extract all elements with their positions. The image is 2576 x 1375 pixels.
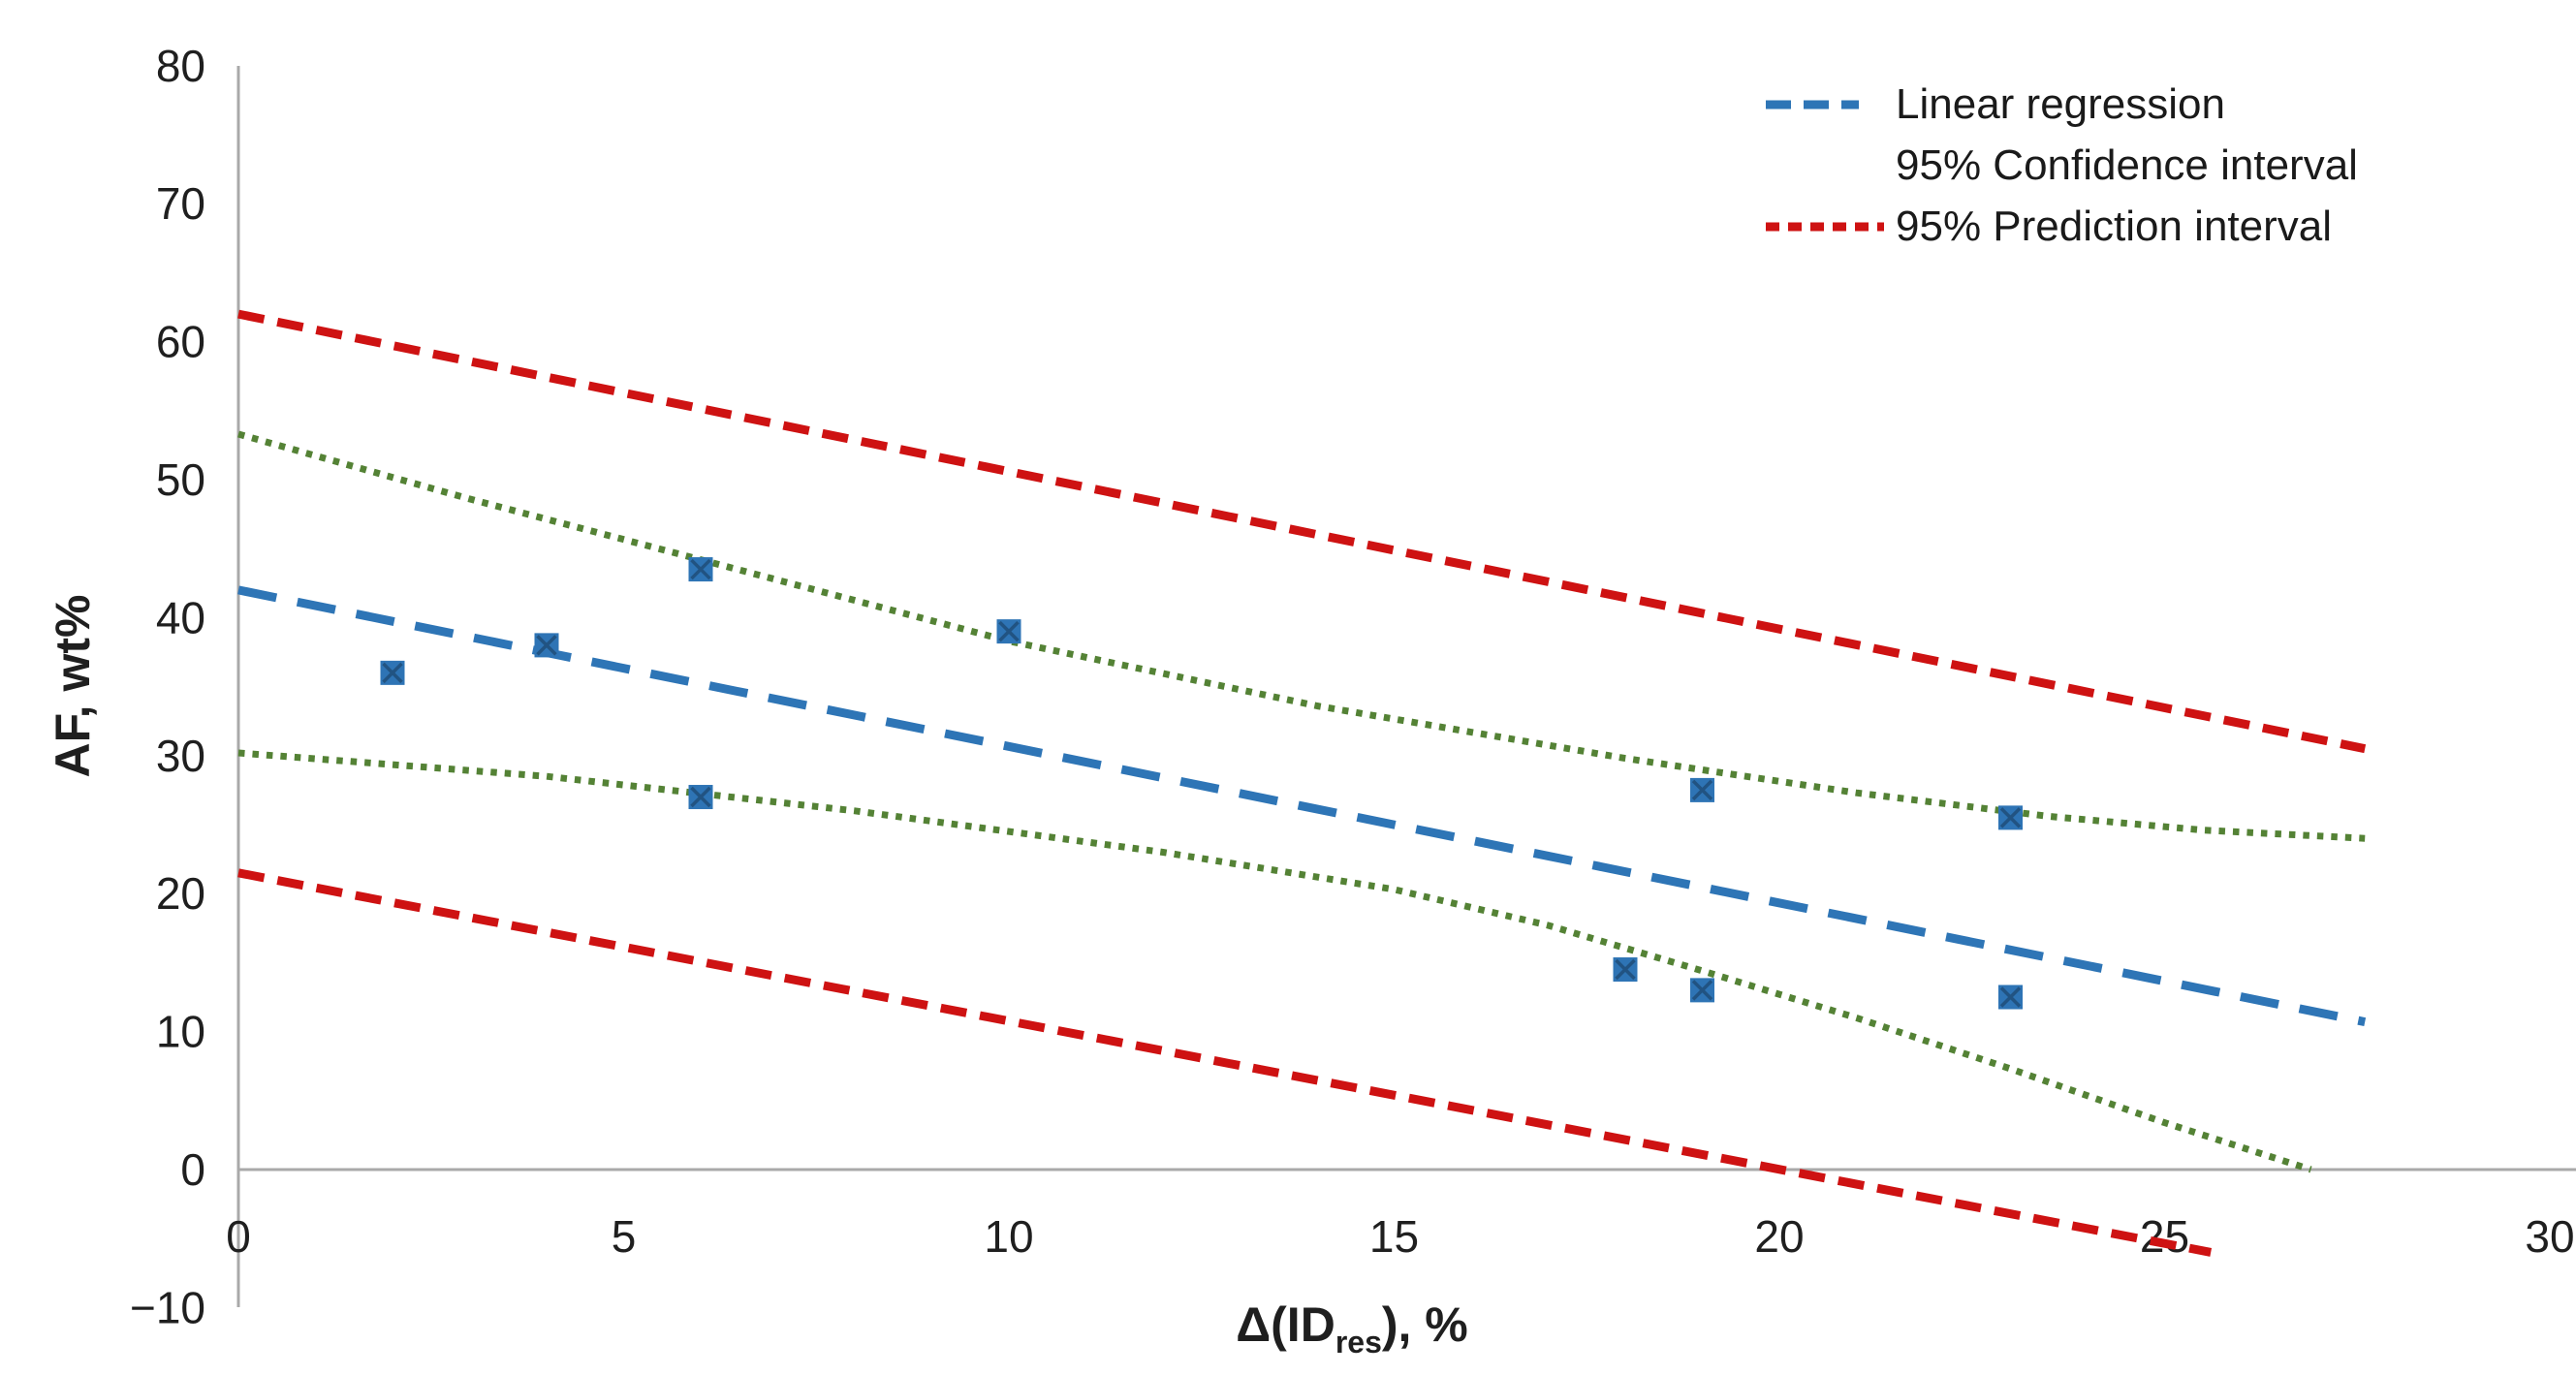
y-axis-tick-labels: 80 70 60 50 40 30 20 10 0 −10	[130, 41, 205, 1333]
y-tick-label: 10	[156, 1007, 205, 1057]
x-tick-label: 20	[1754, 1211, 1804, 1262]
data-point-cross-icon	[1999, 986, 2022, 1008]
y-tick-label: 70	[156, 178, 205, 229]
y-tick-label: −10	[130, 1282, 205, 1332]
series-line	[237, 430, 2366, 842]
data-point-cross-icon	[382, 662, 403, 684]
chart-series-lines	[237, 309, 2367, 1257]
data-point-marker	[1613, 957, 1638, 983]
data-point-marker	[1690, 777, 1714, 802]
series-line	[237, 309, 2367, 754]
y-tick-label: 40	[156, 592, 205, 642]
x-tick-label: 5	[612, 1211, 637, 1262]
x-axis-title-suffix: ), %	[1382, 1297, 1468, 1352]
data-point-marker	[688, 785, 713, 810]
legend: Linear regression 95% Confidence interva…	[1766, 80, 2358, 250]
x-axis-title: Δ(IDres), %	[1236, 1297, 1468, 1359]
y-tick-label: 80	[156, 41, 205, 91]
x-tick-label: 0	[226, 1211, 251, 1262]
legend-label-confidence-interval: 95% Confidence interval	[1896, 141, 2358, 189]
y-tick-label: 20	[156, 868, 205, 919]
y-tick-label: 60	[156, 317, 205, 367]
data-point-cross-icon	[1999, 807, 2022, 828]
x-axis-title-prefix: Δ(ID	[1236, 1297, 1335, 1352]
legend-label-linear-regression: Linear regression	[1896, 80, 2225, 128]
data-point-cross-icon	[1691, 779, 1713, 801]
chart-data-points	[380, 557, 2023, 1010]
data-point-cross-icon	[690, 786, 711, 808]
data-point-marker	[534, 633, 559, 658]
x-axis-tick-labels: 0 5 10 15 20 25 30	[226, 1211, 2574, 1262]
y-tick-label: 0	[180, 1144, 205, 1195]
data-point-cross-icon	[998, 620, 1020, 642]
legend-label-prediction-interval: 95% Prediction interval	[1896, 203, 2332, 250]
x-axis-title-subscript: res	[1335, 1325, 1382, 1359]
data-point-marker	[380, 660, 405, 685]
x-tick-label: 15	[1369, 1211, 1419, 1262]
y-axis-title: AF, wt%	[46, 595, 100, 778]
x-tick-label: 25	[2140, 1211, 2189, 1262]
series-line	[237, 868, 2213, 1257]
data-point-marker	[1998, 805, 2023, 830]
x-tick-label: 30	[2525, 1211, 2574, 1262]
data-point-marker	[688, 557, 713, 582]
data-point-marker	[1998, 984, 2023, 1010]
data-point-cross-icon	[536, 635, 557, 656]
y-tick-label: 50	[156, 454, 205, 505]
series-line	[237, 749, 2312, 1173]
x-tick-label: 10	[984, 1211, 1033, 1262]
series-line	[237, 585, 2367, 1027]
y-tick-label: 30	[156, 731, 205, 781]
data-point-marker	[996, 619, 1021, 644]
data-point-cross-icon	[1691, 980, 1713, 1001]
data-point-marker	[1690, 978, 1714, 1003]
data-point-cross-icon	[690, 558, 711, 580]
data-point-cross-icon	[1615, 958, 1636, 981]
